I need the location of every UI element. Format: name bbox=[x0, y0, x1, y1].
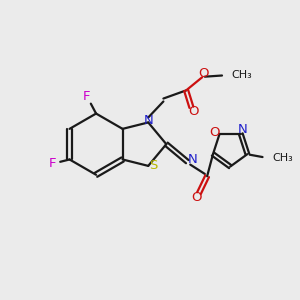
Text: O: O bbox=[191, 191, 201, 204]
Text: F: F bbox=[48, 157, 56, 170]
Text: N: N bbox=[188, 153, 197, 167]
Text: O: O bbox=[198, 67, 208, 80]
Text: O: O bbox=[209, 126, 220, 139]
Text: CH₃: CH₃ bbox=[273, 153, 293, 163]
Text: F: F bbox=[82, 90, 90, 103]
Text: N: N bbox=[237, 123, 247, 136]
Text: CH₃: CH₃ bbox=[231, 70, 252, 80]
Text: N: N bbox=[144, 114, 154, 127]
Text: S: S bbox=[149, 159, 158, 172]
Text: O: O bbox=[188, 105, 199, 118]
